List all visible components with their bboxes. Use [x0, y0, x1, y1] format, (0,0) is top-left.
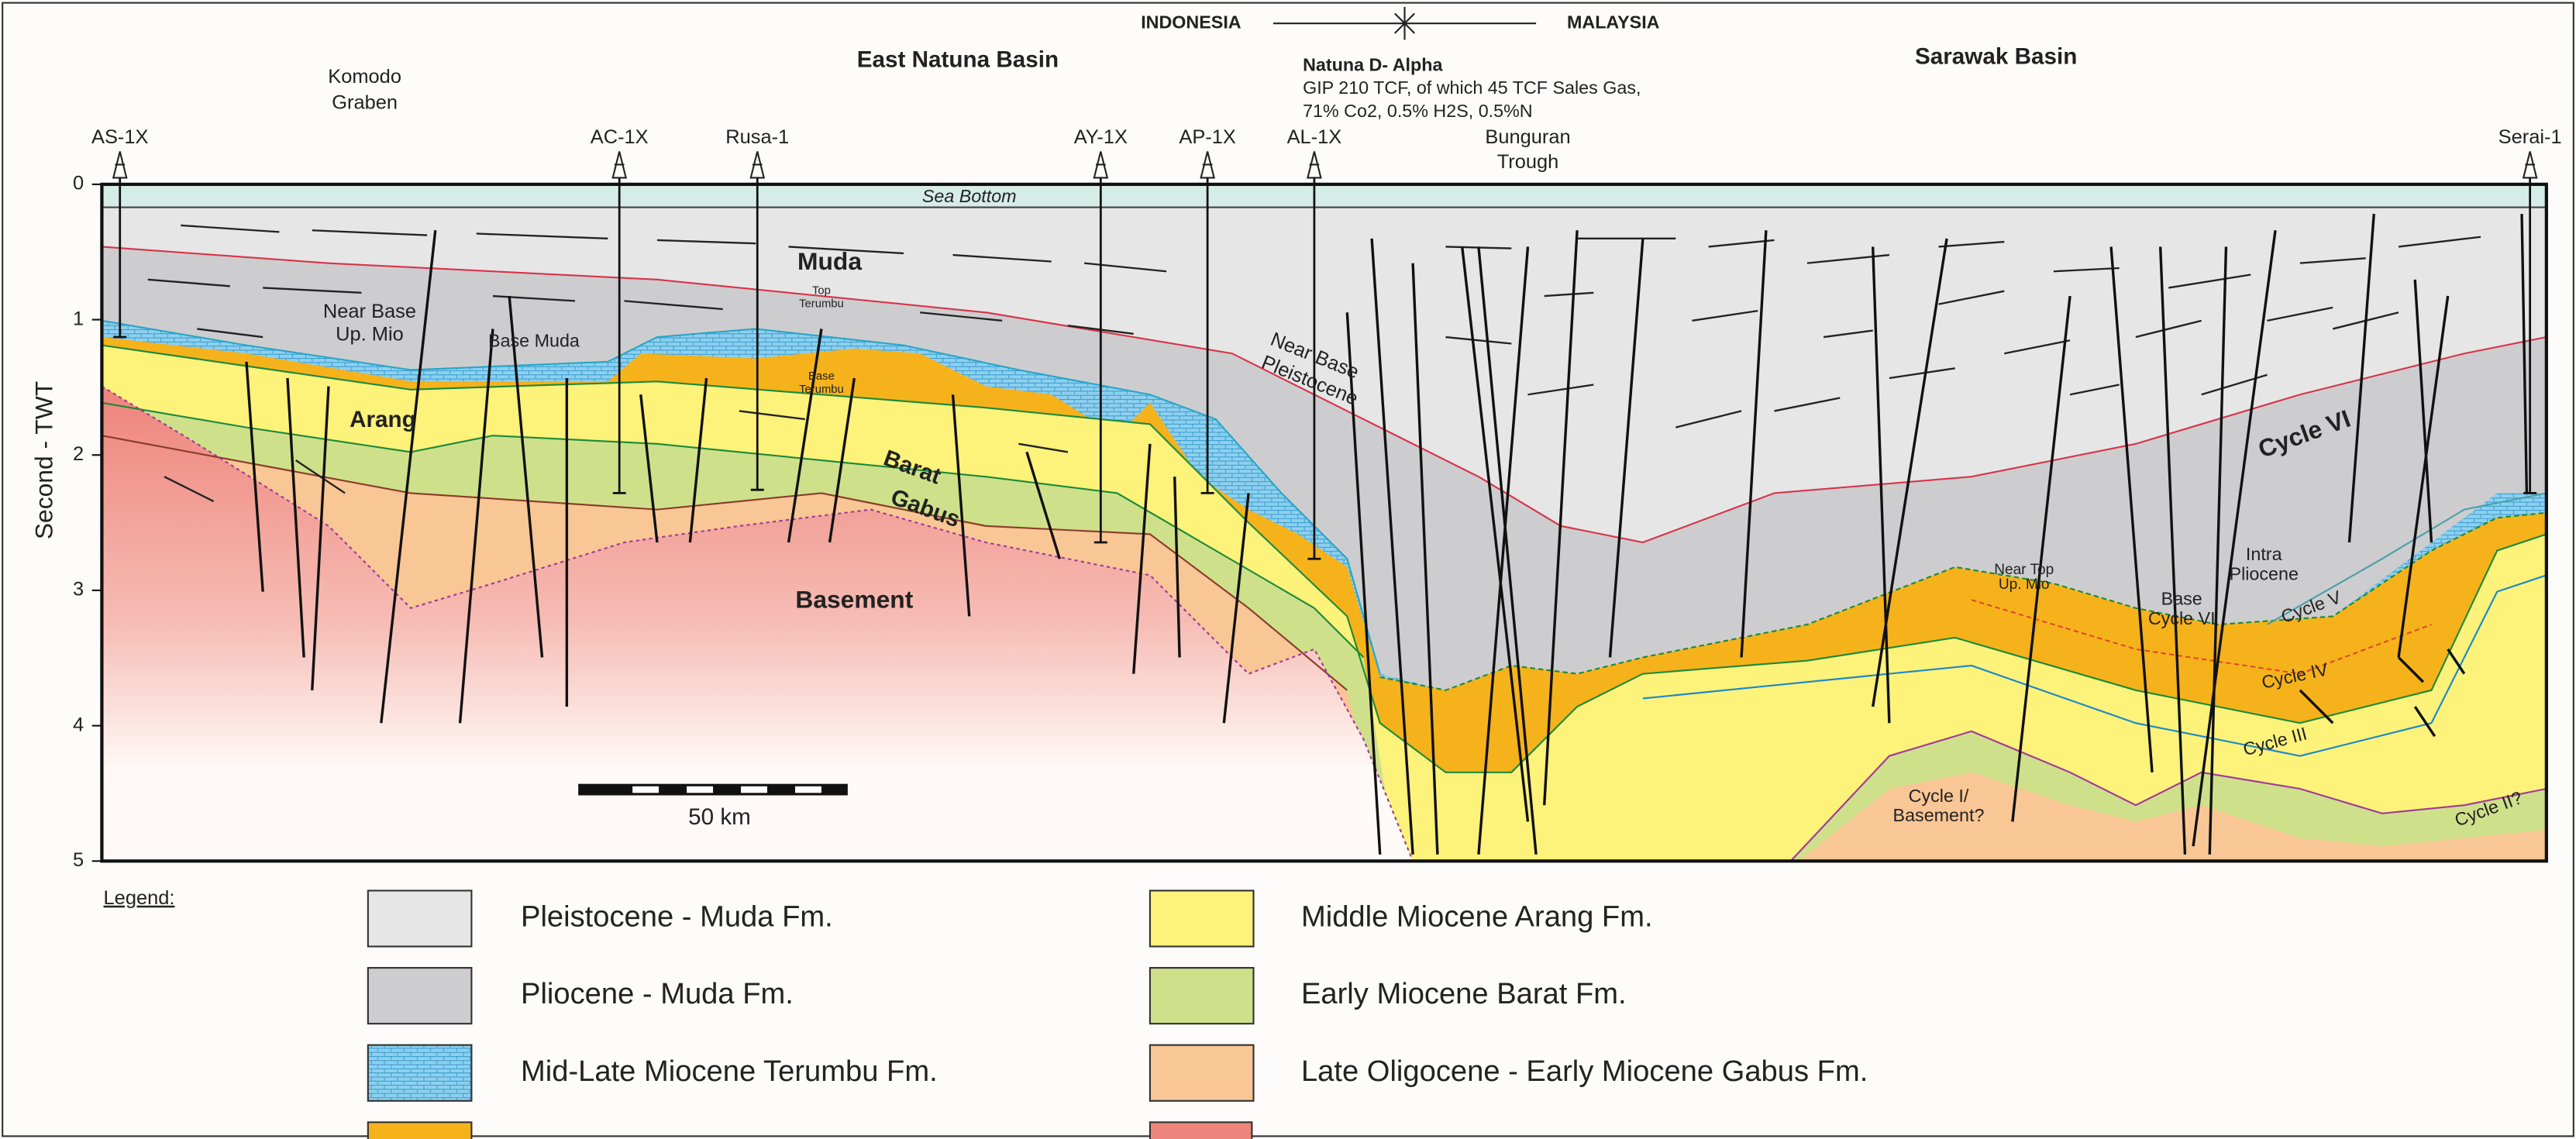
horizons — [102, 246, 2547, 862]
label: Base Muda — [488, 331, 580, 351]
legend-swatch — [367, 890, 473, 948]
well-label: AY-1X — [1074, 126, 1128, 148]
tick-label: 3 — [73, 579, 84, 600]
legend-title: Legend: — [104, 887, 175, 909]
legend-swatch — [367, 1044, 473, 1102]
graben-label: Komodo — [328, 66, 401, 88]
label: Intra — [2246, 544, 2282, 564]
legend-swatch — [367, 1121, 473, 1139]
scale-bar-segment — [741, 786, 767, 793]
label: Base — [2161, 588, 2202, 608]
trough-label: Trough — [1497, 151, 1559, 173]
scale-bar-label: 50 km — [688, 804, 751, 830]
label: Terumbu — [799, 384, 844, 396]
legend-swatch — [367, 967, 473, 1025]
legend-label: Late Oligocene - Early Miocene Gabus Fm. — [1301, 1055, 1868, 1088]
cycle-i-layer — [1799, 772, 2547, 862]
legend-swatch — [1149, 967, 1255, 1025]
label: Sea Bottom — [922, 186, 1017, 206]
legend-swatch — [1149, 1044, 1255, 1102]
well-label: AC-1X — [591, 126, 649, 148]
trough-label: Bunguran — [1485, 126, 1570, 148]
basement-layer — [102, 386, 1414, 862]
legend-swatch — [1149, 890, 1255, 948]
scale-bar-segment — [632, 786, 659, 793]
horizon-line — [2266, 492, 2547, 625]
section-frame — [100, 182, 2548, 863]
sea-layer — [102, 184, 2547, 208]
well-label: AS-1X — [91, 126, 149, 148]
tick-label: 1 — [73, 308, 84, 329]
well-icon — [2522, 151, 2538, 179]
horizon-line — [1789, 730, 2547, 862]
legend-label: Early Miocene Barat Fm. — [1301, 977, 1627, 1010]
horizon-line — [102, 435, 1348, 691]
legend-label: Middle Miocene Arang Fm. — [1301, 900, 1653, 934]
axis-title: Second - TWT — [30, 381, 58, 539]
label: Pliocene — [2230, 564, 2299, 584]
label: Basement — [795, 586, 913, 614]
horizon-line — [102, 319, 1381, 674]
legend-swatch — [1149, 1121, 1253, 1139]
horizon-line — [102, 344, 2547, 773]
well-icon — [1307, 151, 1322, 179]
country-label: MALAYSIA — [1567, 12, 1660, 32]
well-icon — [749, 151, 766, 179]
horizon-line — [1642, 574, 2547, 757]
well-label: Rusa-1 — [725, 126, 789, 148]
scale-bar-segment — [687, 786, 714, 793]
label: Top — [812, 285, 831, 298]
graben-label: Graben — [332, 92, 398, 114]
label: Arang — [350, 407, 416, 432]
well-icon — [611, 151, 628, 179]
legend-label: Mid-Late Miocene Terumbu Fm. — [521, 1055, 938, 1088]
label: Cycle VI — [2148, 608, 2216, 628]
tick-label: 0 — [73, 173, 84, 194]
border-marker — [1273, 6, 1537, 40]
label: Cycle I/ — [1909, 786, 1969, 806]
tick-label: 5 — [73, 849, 84, 871]
well-icon — [1093, 151, 1109, 179]
well-label: Serai-1 — [2499, 126, 2562, 148]
horizon-line — [102, 401, 1365, 659]
label: Near Base — [323, 301, 416, 322]
tick-label: 4 — [73, 714, 84, 735]
well-icon — [1200, 151, 1215, 179]
basin-label: Sarawak Basin — [1915, 43, 2077, 69]
legend-label: Pleistocene - Muda Fm. — [521, 900, 833, 934]
label: Terumbu — [799, 298, 844, 311]
field-title: Natuna D- Alpha — [1303, 54, 1443, 74]
well-icon — [112, 151, 128, 179]
reflectors — [147, 224, 2481, 503]
faults — [245, 213, 2529, 855]
label: Base — [808, 370, 835, 383]
well-label: AL-1X — [1287, 126, 1342, 148]
label: Muda — [797, 247, 862, 275]
basin-label: East Natuna Basin — [857, 47, 1059, 73]
country-label: INDONESIA — [1141, 12, 1242, 32]
horizon-line — [102, 385, 1414, 862]
scale-bar-segment — [795, 786, 821, 793]
label: Up. Mio — [1999, 576, 2050, 593]
legend-label: Pliocene - Muda Fm. — [521, 977, 794, 1010]
horizon-line — [1379, 511, 2547, 691]
tick-label: 2 — [73, 443, 84, 465]
label: Near Top — [1994, 562, 2054, 578]
label: Basement? — [1893, 805, 1985, 825]
horizon-line — [1971, 599, 2432, 675]
scale-bar: 50 km — [578, 783, 848, 830]
section-layers — [102, 184, 2547, 862]
field-note: GIP 210 TCF, of which 45 TCF Sales Gas, — [1303, 77, 1641, 98]
field-note: 71% Co2, 0.5% H2S, 0.5%N — [1303, 101, 1533, 121]
label: Up. Mio — [336, 324, 404, 346]
well-label: AP-1X — [1179, 126, 1236, 148]
